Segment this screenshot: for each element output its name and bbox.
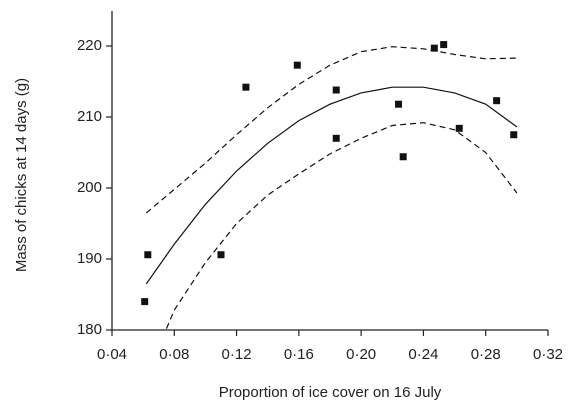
- y-tick-label: 210: [77, 108, 102, 125]
- x-axis-title: Proportion of ice cover on 16 July: [219, 384, 442, 401]
- y-tick-label: 180: [77, 321, 102, 338]
- data-point: [217, 251, 225, 259]
- x-tick-label: 0·24: [408, 346, 438, 363]
- data-point: [455, 124, 463, 132]
- data-point: [242, 83, 250, 91]
- y-tick-label: 200: [77, 179, 102, 196]
- x-tick-label: 0·04: [97, 346, 127, 363]
- data-point: [141, 298, 149, 306]
- data-point: [144, 251, 152, 259]
- x-tick-label: 0·08: [159, 346, 189, 363]
- y-tick-label: 220: [77, 37, 102, 54]
- data-point: [332, 86, 340, 94]
- x-tick-label: 0·12: [222, 346, 252, 363]
- x-tick-label: 0·32: [533, 346, 563, 363]
- y-axis-title: Mass of chicks at 14 days (g): [13, 78, 30, 272]
- data-point: [332, 134, 340, 142]
- data-point: [440, 41, 448, 49]
- x-tick-label: 0·20: [346, 346, 376, 363]
- y-tick-label: 190: [77, 250, 102, 267]
- fit-line: [145, 86, 518, 285]
- data-point: [293, 61, 301, 69]
- x-tick-label: 0·16: [284, 346, 314, 363]
- confidence-band: [145, 46, 517, 214]
- x-tick-label: 0·28: [471, 346, 501, 363]
- data-point: [399, 153, 407, 161]
- confidence-band: [165, 122, 518, 329]
- data-point: [493, 97, 501, 105]
- data-point: [395, 100, 403, 108]
- data-point: [430, 44, 438, 52]
- data-point: [510, 131, 518, 139]
